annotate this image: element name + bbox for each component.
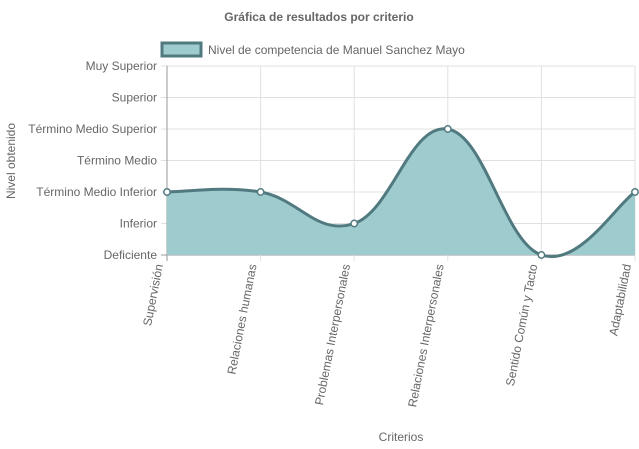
x-axis-title: Criterios: [379, 430, 424, 444]
y-tick-label: Término Medio Superior: [28, 122, 157, 136]
y-tick-label: Inferior: [120, 217, 157, 231]
x-tick-label: Sentido Común y Tacto: [503, 263, 540, 388]
data-point[interactable]: [443, 125, 452, 133]
series-area-fill: [167, 128, 635, 257]
y-tick-label: Muy Superior: [86, 59, 157, 73]
data-point[interactable]: [350, 219, 359, 228]
chart-title: Gráfica de resultados por criterio: [224, 10, 413, 24]
x-axis-tick-labels: Supervisión Relaciones humanas Problemas I…: [140, 263, 634, 409]
series-points[interactable]: [163, 125, 639, 259]
y-axis-title: Nivel obtenido: [4, 123, 18, 199]
y-tick-label: Término Medio Inferior: [36, 185, 157, 199]
data-point[interactable]: [256, 188, 265, 196]
x-tick-label: Problemas Interpersonales: [312, 263, 353, 406]
legend[interactable]: Nivel de competencia de Manuel Sanchez M…: [160, 41, 465, 58]
data-point[interactable]: [163, 188, 171, 196]
y-tick-label: Superior: [112, 91, 157, 105]
y-axis-tick-labels: Deficiente Inferior Término Medio Inferior…: [28, 59, 157, 262]
legend-label: Nivel de competencia de Manuel Sanchez M…: [208, 43, 465, 57]
y-tick-label: Deficiente: [104, 248, 158, 262]
data-point[interactable]: [537, 251, 546, 259]
x-tick-label: Adaptabilidad: [606, 263, 634, 337]
legend-swatch: [160, 41, 203, 58]
x-tick-label: Relaciones humanas: [224, 263, 259, 376]
x-tick-label: Relaciones Interpersonales: [405, 263, 446, 408]
x-tick-label: Supervisión: [140, 263, 166, 327]
series-area: [166, 127, 636, 259]
y-tick-label: Término Medio: [77, 154, 157, 168]
data-point[interactable]: [631, 188, 639, 196]
